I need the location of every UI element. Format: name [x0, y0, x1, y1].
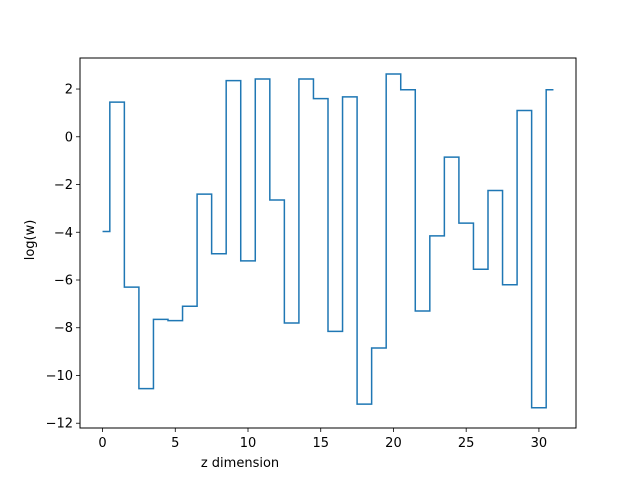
y-tick-label: −8 [54, 321, 73, 336]
y-tick-label: −2 [54, 178, 73, 193]
x-axis-label: z dimension [201, 456, 279, 471]
x-tick-label: 20 [385, 436, 402, 451]
x-tick-label: 5 [171, 436, 179, 451]
x-tick-label: 30 [531, 436, 548, 451]
y-axis-label: log(w) [23, 220, 38, 261]
x-axis: 0 5 10 15 20 25 30 [98, 428, 547, 451]
y-tick-label: 2 [65, 83, 73, 98]
plot-frame [79, 57, 577, 429]
x-tick-label: 0 [98, 436, 106, 451]
y-tick-label: −4 [54, 226, 73, 241]
y-tick-label: 0 [65, 130, 73, 145]
x-tick-label: 15 [312, 436, 329, 451]
x-tick-label: 25 [458, 436, 475, 451]
x-tick-label: 10 [240, 436, 257, 451]
series-line [102, 73, 554, 409]
y-tick-label: −6 [54, 274, 73, 289]
y-tick-label: −10 [46, 369, 73, 384]
plot-area [102, 73, 554, 409]
y-tick-label: −12 [46, 417, 73, 432]
y-axis: −12 −10 −8 −6 −4 −2 0 2 [46, 83, 80, 432]
